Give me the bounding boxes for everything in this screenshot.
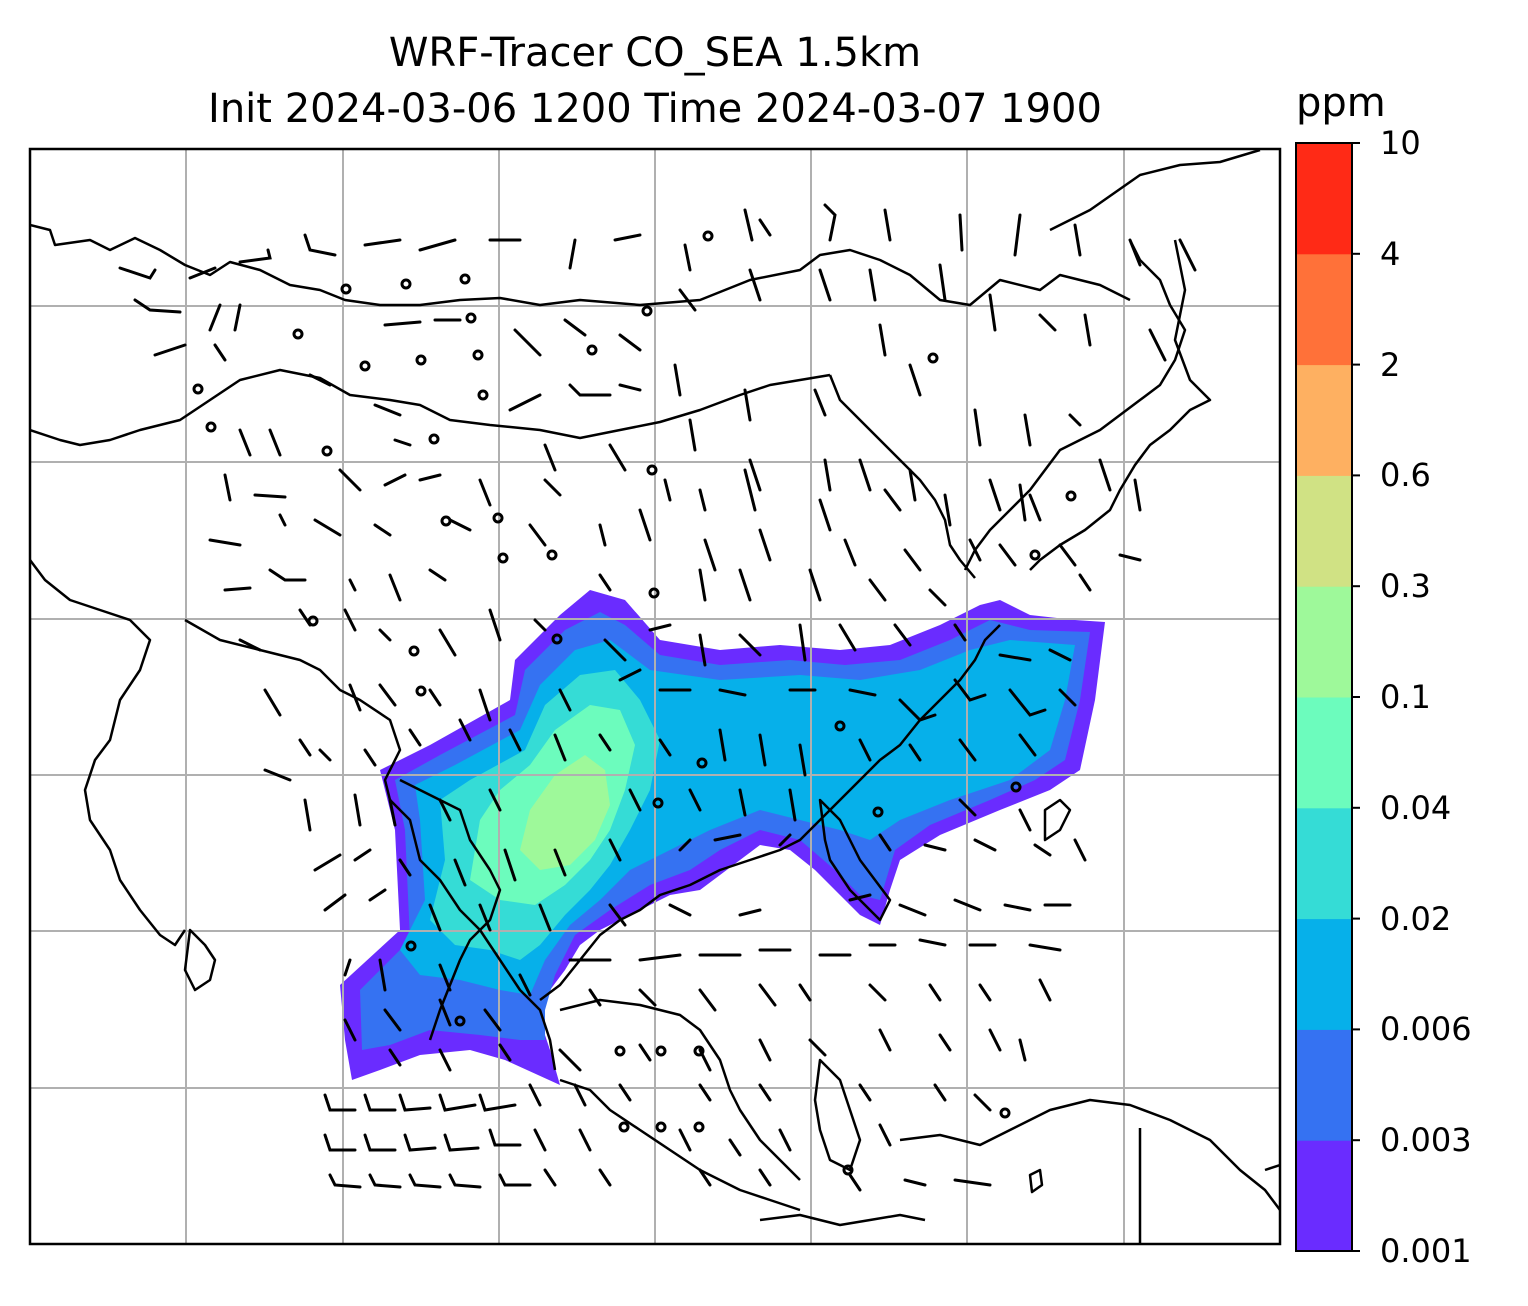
colorbar-segment [1296, 586, 1352, 698]
colorbar-tick-label: 0.1 [1380, 678, 1431, 716]
colorbar-tick-label: 4 [1380, 234, 1401, 273]
colorbar-segment [1296, 253, 1352, 366]
colorbar-segment [1296, 1140, 1352, 1252]
colorbar-segment [1296, 697, 1352, 809]
colorbar-tick-label: 0.02 [1380, 899, 1452, 938]
colorbar-tick-label: 2 [1380, 345, 1401, 384]
colorbar-segment [1296, 1029, 1352, 1141]
colorbar-tick-label: 10 [1380, 124, 1421, 162]
map-frame [28, 147, 1282, 1246]
colorbar-tick-label: 0.003 [1380, 1121, 1472, 1160]
map-title-line1: WRF-Tracer CO_SEA 1.5km [388, 30, 922, 76]
colorbar-unit-label: ppm [1296, 80, 1386, 126]
colorbar-segment [1296, 364, 1352, 476]
colorbar-segment [1296, 807, 1352, 920]
colorbar-segment [1296, 475, 1352, 587]
colorbar [1295, 142, 1360, 1252]
colorbar-tick-label: 0.04 [1380, 788, 1452, 827]
colorbar-tick-label: 0.006 [1380, 1010, 1472, 1049]
colorbar-segment [1296, 918, 1352, 1030]
colorbar-tick-label: 0.6 [1380, 456, 1431, 495]
colorbar-segment [1296, 143, 1352, 255]
colorbar-tick-label: 0.001 [1380, 1232, 1472, 1270]
colorbar-tick-label: 0.3 [1380, 567, 1431, 606]
map-title-line2: Init 2024-03-06 1200 Time 2024-03-07 190… [208, 86, 1102, 132]
wind-barbs [118, 203, 1197, 1192]
calm-wind-markers [192, 230, 1077, 1176]
co-level-6 [520, 755, 610, 870]
